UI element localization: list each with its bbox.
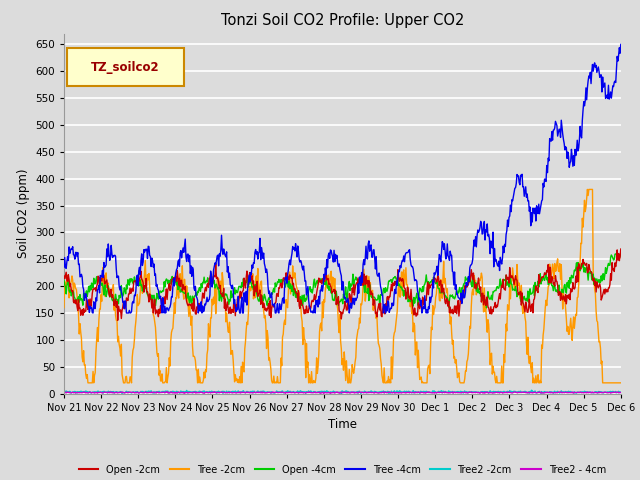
Line: Tree -4cm: Tree -4cm — [64, 44, 621, 313]
Line: Open -4cm: Open -4cm — [64, 254, 621, 308]
Tree2 -2cm — [125, 389, 133, 395]
Tree -2cm — [401, 283, 408, 289]
Open -2cm — [617, 246, 625, 252]
Open -2cm — [126, 285, 134, 291]
Tree2 - 4cm — [401, 390, 409, 396]
Tree -4cm — [228, 282, 236, 288]
Open -4cm — [400, 293, 408, 299]
Tree -4cm — [256, 236, 264, 241]
Open -2cm — [60, 273, 68, 279]
Tree -4cm — [126, 310, 134, 316]
Tree -2cm — [584, 187, 591, 192]
Open -2cm — [114, 317, 122, 323]
Open -4cm — [255, 299, 263, 304]
Open -4cm — [228, 295, 236, 300]
Tree2 -2cm — [527, 387, 535, 393]
Y-axis label: Soil CO2 (ppm): Soil CO2 (ppm) — [17, 169, 29, 258]
Tree -2cm — [256, 282, 264, 288]
Tree -4cm — [89, 310, 97, 316]
Tree -4cm — [617, 41, 625, 47]
Tree -2cm — [432, 294, 440, 300]
Tree -2cm — [228, 348, 236, 353]
Tree2 - 4cm — [228, 390, 236, 396]
Tree2 -2cm — [228, 390, 236, 396]
Open -4cm — [483, 305, 490, 311]
Line: Tree -2cm: Tree -2cm — [64, 190, 621, 383]
Tree -4cm — [432, 270, 440, 276]
Title: Tonzi Soil CO2 Profile: Upper CO2: Tonzi Soil CO2 Profile: Upper CO2 — [221, 13, 464, 28]
Tree2 - 4cm — [60, 390, 68, 396]
X-axis label: Time: Time — [328, 418, 357, 431]
Tree -4cm — [401, 259, 408, 264]
Line: Tree2 -2cm: Tree2 -2cm — [64, 390, 621, 394]
Tree2 - 4cm — [320, 390, 328, 396]
Tree2 -2cm — [276, 389, 284, 395]
Tree2 - 4cm — [125, 389, 133, 395]
Open -2cm — [401, 285, 408, 291]
Tree2 -2cm — [60, 389, 68, 395]
Tree -2cm — [84, 380, 92, 386]
Tree -2cm — [60, 305, 68, 311]
Tree2 -2cm — [401, 388, 408, 394]
Open -2cm — [228, 307, 236, 313]
Open -2cm — [277, 280, 285, 286]
Tree -2cm — [126, 374, 134, 380]
Tree2 -2cm — [337, 391, 345, 396]
Tree -4cm — [277, 307, 285, 312]
Tree2 - 4cm — [433, 390, 440, 396]
Line: Tree2 - 4cm: Tree2 - 4cm — [64, 392, 621, 393]
Legend: Open -2cm, Tree -2cm, Open -4cm, Tree -4cm, Tree2 -2cm, Tree2 - 4cm: Open -2cm, Tree -2cm, Open -4cm, Tree -4… — [75, 461, 610, 479]
Open -4cm — [431, 279, 439, 285]
Tree2 -2cm — [255, 389, 263, 395]
Open -4cm — [60, 277, 68, 283]
Open -4cm — [612, 251, 620, 257]
Tree2 - 4cm — [277, 390, 285, 396]
Text: TZ_soilco2: TZ_soilco2 — [91, 60, 159, 73]
Tree2 -2cm — [432, 389, 440, 395]
Open -4cm — [276, 280, 284, 286]
Open -4cm — [125, 282, 133, 288]
Line: Open -2cm: Open -2cm — [64, 249, 621, 320]
Tree2 - 4cm — [256, 389, 264, 395]
Open -2cm — [432, 276, 440, 282]
Tree -2cm — [277, 355, 285, 361]
Open -2cm — [256, 287, 264, 293]
Tree2 - 4cm — [163, 389, 171, 395]
Tree2 - 4cm — [617, 389, 625, 395]
Tree -2cm — [617, 380, 625, 386]
Tree2 -2cm — [617, 389, 625, 395]
Tree -4cm — [60, 264, 68, 270]
FancyBboxPatch shape — [67, 48, 184, 86]
Open -4cm — [617, 252, 625, 257]
